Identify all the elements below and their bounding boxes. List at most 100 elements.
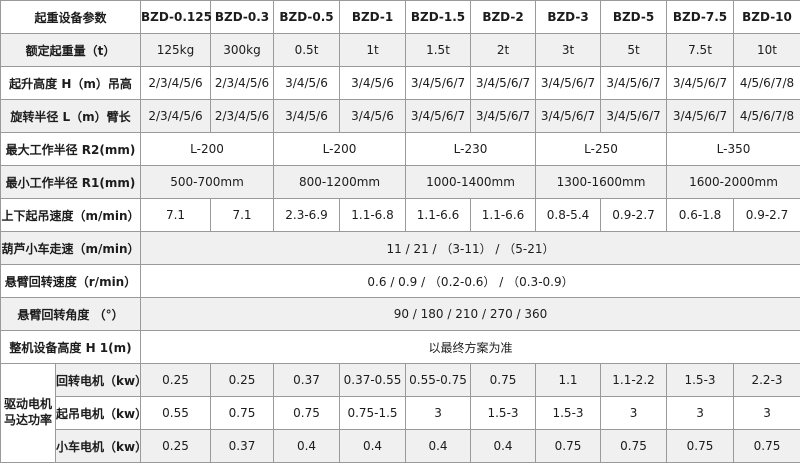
spec-value: 0.55 — [141, 397, 211, 430]
spec-value: 3/4/5/6/7 — [406, 100, 471, 133]
spec-value: 1.1-6.6 — [471, 199, 536, 232]
spec-value: 1.1-6.6 — [406, 199, 471, 232]
row-label: 最小工作半径 R1(mm) — [1, 166, 141, 199]
spec-value: 2.3-6.9 — [274, 199, 340, 232]
spec-value: 3 — [734, 397, 800, 430]
row-label: 悬臂回转角度 （°） — [1, 298, 141, 331]
spec-value: 7.1 — [211, 199, 274, 232]
model-header: BZD-3 — [536, 1, 601, 34]
spec-value: 3/4/5/6/7 — [536, 100, 601, 133]
spec-value-merged: 1000-1400mm — [406, 166, 536, 199]
spec-value: 0.4 — [274, 430, 340, 463]
model-header: BZD-0.5 — [274, 1, 340, 34]
spec-value: 1.1 — [536, 364, 601, 397]
spec-value: 1.5-3 — [667, 364, 734, 397]
spec-value: 0.6-1.8 — [667, 199, 734, 232]
spec-value: 3/4/5/6 — [340, 100, 406, 133]
spec-value: 0.25 — [141, 430, 211, 463]
spec-value: 0.9-2.7 — [601, 199, 667, 232]
spec-value: 3t — [536, 34, 601, 67]
spec-value: 0.37 — [211, 430, 274, 463]
spec-value: 0.75 — [667, 430, 734, 463]
row-max-working-radius: 最大工作半径 R2(mm) L-200 L-200 L-230 L-250 L-… — [1, 133, 800, 166]
model-header: BZD-0.3 — [211, 1, 274, 34]
row-lifting-height: 起升高度 H（m）吊高 2/3/4/5/6 2/3/4/5/6 3/4/5/6 … — [1, 67, 800, 100]
spec-value: 0.75 — [471, 364, 536, 397]
spec-value: 7.1 — [141, 199, 211, 232]
spec-value: 2/3/4/5/6 — [141, 100, 211, 133]
spec-value: 1.1-6.8 — [340, 199, 406, 232]
spec-value: 2/3/4/5/6 — [141, 67, 211, 100]
spec-value-merged: 以最终方案为准 — [141, 331, 800, 364]
motor-group-label: 驱动电机 马达功率 — [1, 364, 56, 463]
spec-value-merged: L-350 — [667, 133, 800, 166]
row-label: 起升高度 H（m）吊高 — [1, 67, 141, 100]
spec-value: 125kg — [141, 34, 211, 67]
spec-value: 7.5t — [667, 34, 734, 67]
row-label: 额定起重量（t） — [1, 34, 141, 67]
spec-value: 2/3/4/5/6 — [211, 67, 274, 100]
spec-value: 3/4/5/6 — [340, 67, 406, 100]
spec-value-merged: L-200 — [274, 133, 406, 166]
spec-value: 3/4/5/6/7 — [471, 100, 536, 133]
row-label: 回转电机（kw） — [56, 364, 141, 397]
row-label: 整机设备高度 H 1(m) — [1, 331, 141, 364]
spec-value: 1.5-3 — [536, 397, 601, 430]
spec-value: 10t — [734, 34, 800, 67]
row-overall-height: 整机设备高度 H 1(m) 以最终方案为准 — [1, 331, 800, 364]
spec-value: 4/5/6/7/8 — [734, 100, 800, 133]
model-header: BZD-2 — [471, 1, 536, 34]
model-header: BZD-5 — [601, 1, 667, 34]
spec-value: 0.55-0.75 — [406, 364, 471, 397]
spec-value: 4/5/6/7/8 — [734, 67, 800, 100]
spec-value: 5t — [601, 34, 667, 67]
spec-value: 3/4/5/6/7 — [667, 100, 734, 133]
spec-value: 3/4/5/6/7 — [536, 67, 601, 100]
spec-value: 3/4/5/6/7 — [471, 67, 536, 100]
model-header: BZD-1.5 — [406, 1, 471, 34]
model-header: BZD-0.125 — [141, 1, 211, 34]
spec-value: 2t — [471, 34, 536, 67]
spec-value-merged: 0.6 / 0.9 / （0.2-0.6） / （0.3-0.9） — [141, 265, 800, 298]
spec-value: 0.4 — [406, 430, 471, 463]
spec-value: 3/4/5/6 — [274, 67, 340, 100]
row-trolley-speed: 葫芦小车走速（m/min） 11 / 21 / （3-11） / （5-21） — [1, 232, 800, 265]
spec-value: 0.5t — [274, 34, 340, 67]
header-row: 起重设备参数 BZD-0.125 BZD-0.3 BZD-0.5 BZD-1 B… — [1, 1, 800, 34]
spec-value: 1.1-2.2 — [601, 364, 667, 397]
row-hoisting-motor: 起吊电机（kw） 0.55 0.75 0.75 0.75-1.5 3 1.5-3… — [1, 397, 800, 430]
row-label: 起吊电机（kw） — [56, 397, 141, 430]
spec-value-merged: L-230 — [406, 133, 536, 166]
spec-value-merged: 1600-2000mm — [667, 166, 800, 199]
row-rated-capacity: 额定起重量（t） 125kg 300kg 0.5t 1t 1.5t 2t 3t … — [1, 34, 800, 67]
row-label: 上下起吊速度（m/min） — [1, 199, 141, 232]
spec-value-merged: L-250 — [536, 133, 667, 166]
spec-value: 3/4/5/6/7 — [601, 67, 667, 100]
spec-value-merged: 500-700mm — [141, 166, 274, 199]
row-slewing-motor: 驱动电机 马达功率 回转电机（kw） 0.25 0.25 0.37 0.37-0… — [1, 364, 800, 397]
spec-value: 0.75 — [536, 430, 601, 463]
model-header: BZD-10 — [734, 1, 800, 34]
row-slewing-speed: 悬臂回转速度（r/min） 0.6 / 0.9 / （0.2-0.6） / （0… — [1, 265, 800, 298]
spec-value: 0.4 — [340, 430, 406, 463]
row-slewing-angle: 悬臂回转角度 （°） 90 / 180 / 210 / 270 / 360 — [1, 298, 800, 331]
row-label: 悬臂回转速度（r/min） — [1, 265, 141, 298]
spec-value-merged: 800-1200mm — [274, 166, 406, 199]
spec-value: 2.2-3 — [734, 364, 800, 397]
spec-value: 3 — [667, 397, 734, 430]
spec-value-merged: 1300-1600mm — [536, 166, 667, 199]
spec-value: 3/4/5/6/7 — [601, 100, 667, 133]
model-header: BZD-7.5 — [667, 1, 734, 34]
spec-value: 0.75 — [601, 430, 667, 463]
spec-value: 3/4/5/6 — [274, 100, 340, 133]
spec-value-merged: 11 / 21 / （3-11） / （5-21） — [141, 232, 800, 265]
table-corner-header: 起重设备参数 — [1, 1, 141, 34]
spec-value: 3 — [406, 397, 471, 430]
spec-value: 0.25 — [141, 364, 211, 397]
spec-value: 0.25 — [211, 364, 274, 397]
spec-value: 0.37-0.55 — [340, 364, 406, 397]
spec-value: 0.37 — [274, 364, 340, 397]
row-label: 旋转半径 L（m）臂长 — [1, 100, 141, 133]
row-label: 最大工作半径 R2(mm) — [1, 133, 141, 166]
